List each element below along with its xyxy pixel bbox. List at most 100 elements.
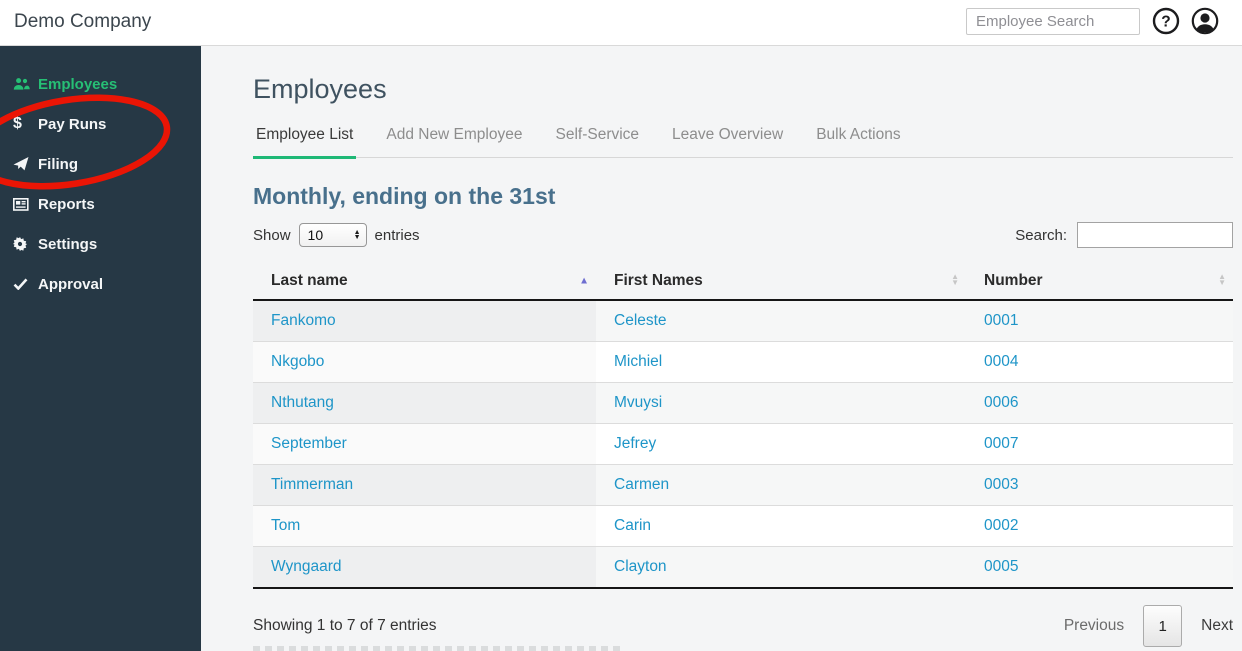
cell-last-name: Nkgobo [253, 341, 596, 383]
sidebar-nav: Employees $ Pay Runs Filing Reports Settings A… [0, 46, 201, 304]
main-content: Employees Employee List Add New Employee S… [201, 46, 1242, 651]
sidebar-item-label: Settings [38, 235, 98, 253]
cell-first-names: Clayton [596, 546, 966, 589]
cell-first-names: Celeste [596, 300, 966, 342]
entries-per-page-select[interactable]: 10 ▲ ▼ [298, 223, 367, 247]
cell-first-names: Michiel [596, 341, 966, 383]
employee-row-nthutang: Nthutang Mvuysi 0006 [253, 382, 1233, 424]
cell-last-name: Tom [253, 505, 596, 547]
table-search-input[interactable] [1077, 222, 1233, 248]
employee-row-wyngaard: Wyngaard Clayton 0005 [253, 546, 1233, 589]
employee-number-link[interactable]: 0001 [984, 312, 1019, 329]
employee-last-name-link[interactable]: Fankomo [271, 312, 336, 329]
pay-frequency-section-title: Monthly, ending on the 31st [253, 183, 556, 209]
employee-last-name-link[interactable]: Timmerman [271, 476, 354, 493]
company-name: Demo Company [14, 11, 152, 32]
show-entries-label-before: Show [253, 226, 291, 244]
check-icon [13, 278, 38, 290]
tab-self-service[interactable]: Self-Service [555, 126, 640, 143]
column-header-number[interactable]: Number ▲ ▼ [966, 262, 1233, 301]
employee-number-link[interactable]: 0002 [984, 517, 1019, 534]
sidebar-item-settings[interactable]: Settings [0, 224, 201, 264]
employee-first-names-link[interactable]: Mvuysi [614, 394, 663, 411]
employee-last-name-link[interactable]: Tom [271, 517, 301, 534]
column-header-first-names[interactable]: First Names ▲ ▼ [596, 262, 966, 301]
newspaper-icon [13, 197, 38, 211]
employee-number-link[interactable]: 0006 [984, 394, 1019, 411]
column-header-label: Last name [271, 272, 348, 289]
sort-both-icon: ▲ ▼ [1218, 271, 1226, 288]
svg-text:?: ? [1161, 13, 1170, 30]
user-avatar-icon[interactable] [1191, 7, 1219, 35]
tab-employee-list[interactable]: Employee List [253, 126, 357, 159]
employee-last-name-link[interactable]: Wyngaard [271, 558, 342, 575]
employee-last-name-link[interactable]: Nkgobo [271, 353, 325, 370]
employee-first-names-link[interactable]: Jefrey [614, 435, 657, 452]
pagination-page-1-button[interactable]: 1 [1143, 605, 1183, 647]
table-search-label: Search: [1015, 226, 1067, 244]
tab-bulk-actions[interactable]: Bulk Actions [816, 126, 901, 143]
employee-first-names-link[interactable]: Celeste [614, 312, 667, 329]
column-header-label: Number [984, 272, 1043, 289]
top-header-bar: Demo Company ? [0, 0, 1242, 46]
employee-first-names-link[interactable]: Carmen [614, 476, 670, 493]
cell-first-names: Jefrey [596, 423, 966, 465]
cell-number: 0004 [966, 341, 1233, 383]
cell-number: 0003 [966, 464, 1233, 506]
sidebar-item-filing[interactable]: Filing [0, 144, 201, 184]
employee-number-link[interactable]: 0004 [984, 353, 1019, 370]
cell-number: 0006 [966, 382, 1233, 424]
clipped-next-section-heading [253, 646, 625, 651]
entries-summary: Showing 1 to 7 of 7 entries [253, 617, 437, 634]
cell-last-name: Fankomo [253, 300, 596, 342]
sidebar-item-label: Approval [38, 275, 104, 293]
tab-add-new-employee[interactable]: Add New Employee [386, 126, 523, 143]
pagination-next-button[interactable]: Next [1201, 617, 1233, 634]
pagination-previous-button[interactable]: Previous [1063, 617, 1125, 634]
sidebar: Employees $ Pay Runs Filing Reports Settings A… [0, 46, 201, 651]
employee-row-timmerman: Timmerman Carmen 0003 [253, 464, 1233, 506]
employee-row-tom: Tom Carin 0002 [253, 505, 1233, 547]
sort-both-icon: ▲ ▼ [951, 271, 959, 288]
help-icon[interactable]: ? [1152, 7, 1180, 35]
cell-first-names: Carin [596, 505, 966, 547]
sidebar-item-label: Employees [38, 75, 118, 93]
dollar-icon: $ [13, 115, 22, 132]
entries-per-page-value: 10 [307, 227, 324, 243]
employee-row-nkgobo: Nkgobo Michiel 0004 [253, 341, 1233, 383]
cell-number: 0005 [966, 546, 1233, 589]
employee-number-link[interactable]: 0005 [984, 558, 1019, 575]
cell-last-name: Nthutang [253, 382, 596, 424]
sort-ascending-icon: ▲ [579, 275, 589, 286]
users-icon [13, 77, 38, 91]
sidebar-item-approval[interactable]: Approval [0, 264, 201, 304]
select-stepper-icon: ▲ ▼ [353, 228, 361, 241]
sidebar-item-label: Filing [38, 155, 78, 173]
employee-first-names-link[interactable]: Clayton [614, 558, 667, 575]
employee-first-names-link[interactable]: Michiel [614, 353, 663, 370]
sidebar-item-pay-runs[interactable]: $ Pay Runs [0, 104, 201, 144]
employee-last-name-link[interactable]: Nthutang [271, 394, 334, 411]
tab-leave-overview[interactable]: Leave Overview [672, 126, 784, 143]
cell-number: 0002 [966, 505, 1233, 547]
column-header-last-name[interactable]: Last name ▲ [253, 262, 596, 301]
employee-number-link[interactable]: 0007 [984, 435, 1019, 452]
employee-search-input[interactable] [966, 8, 1140, 35]
cell-last-name: Timmerman [253, 464, 596, 506]
sidebar-item-reports[interactable]: Reports [0, 184, 201, 224]
employee-first-names-link[interactable]: Carin [614, 517, 652, 534]
sidebar-item-label: Pay Runs [38, 115, 107, 133]
sidebar-item-label: Reports [38, 195, 95, 213]
sidebar-item-employees[interactable]: Employees [0, 64, 201, 104]
cell-last-name: Wyngaard [253, 546, 596, 589]
table-footer: Showing 1 to 7 of 7 entries Previous 1 N… [253, 605, 1233, 647]
employee-last-name-link[interactable]: September [271, 435, 347, 452]
show-entries-label-after: entries [374, 226, 420, 244]
cell-first-names: Carmen [596, 464, 966, 506]
employee-table: Last name ▲ First Names ▲ ▼ Number ▲ ▼ Fankomo C… [253, 262, 1233, 589]
employee-number-link[interactable]: 0003 [984, 476, 1019, 493]
cell-number: 0001 [966, 300, 1233, 342]
column-header-label: First Names [614, 272, 703, 289]
table-header-row: Last name ▲ First Names ▲ ▼ Number ▲ ▼ [253, 262, 1233, 301]
cell-first-names: Mvuysi [596, 382, 966, 424]
